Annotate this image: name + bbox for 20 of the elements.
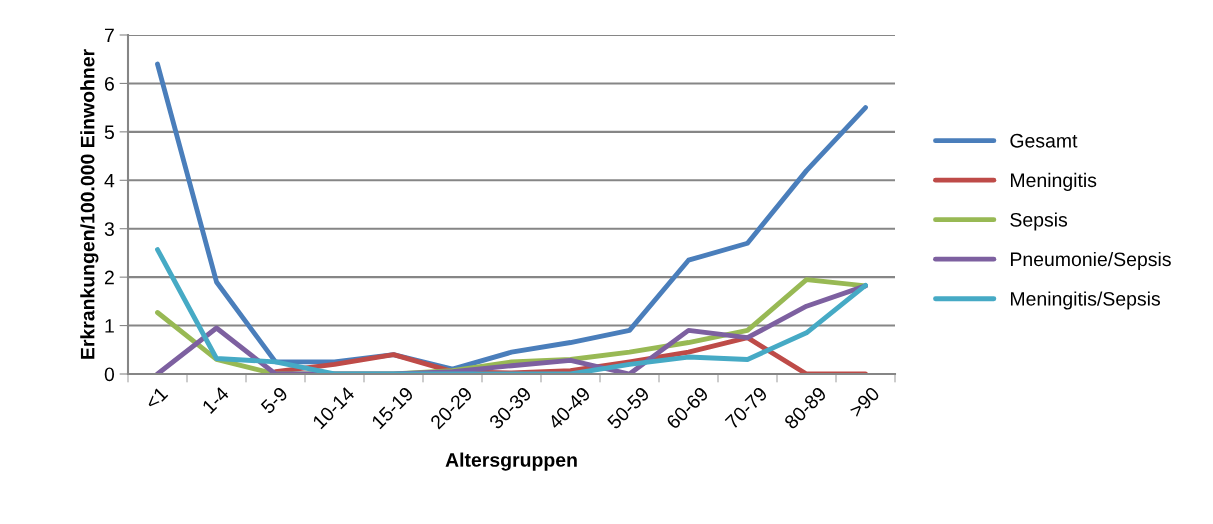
line-series <box>155 247 868 374</box>
legend-label: Meningitis/Sepsis <box>1010 291 1160 310</box>
legend-label: Gesamt <box>1010 133 1078 148</box>
x-tick-label: 1-4 <box>201 386 230 414</box>
y-tick-label: 2 <box>104 270 114 285</box>
y-axis-title: Erkrankungen/100.000 Einwohner <box>80 49 99 359</box>
legend-label: Sepsis <box>1010 212 1068 231</box>
legend-label: Meningitis <box>1010 172 1097 191</box>
x-tick-label: >90 <box>848 386 881 418</box>
x-tick-label: <1 <box>144 386 169 411</box>
y-tick-label: 6 <box>104 76 114 91</box>
x-tick-label: 5-9 <box>260 386 289 415</box>
y-tick-label: 7 <box>104 28 114 43</box>
y-tick-label: 3 <box>104 222 114 236</box>
y-tick-label: 1 <box>105 319 114 333</box>
legend-label: Pneumonie/Sepsis <box>1010 251 1171 271</box>
x-axis-title: Altersgruppen <box>445 452 577 471</box>
y-tick-label: 0 <box>104 367 115 382</box>
y-tick-label: 4 <box>104 173 115 188</box>
y-tick-label: 5 <box>104 125 114 140</box>
